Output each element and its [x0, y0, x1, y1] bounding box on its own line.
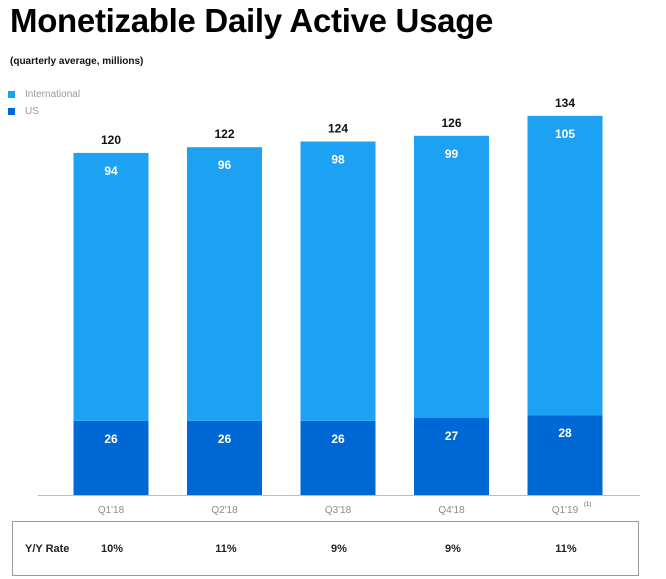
bar-international-segment	[73, 152, 149, 421]
data-label-us: 26	[218, 432, 232, 446]
data-label-total: 126	[441, 116, 461, 130]
page-title: Monetizable Daily Active Usage	[10, 2, 494, 39]
data-label-total: 122	[214, 127, 234, 141]
x-tick-label: Q1'18	[98, 505, 125, 516]
stacked-bar-chart: 26 94 120 Q1'18 26 96 122 Q2'18 26 98 124 Q3'18 27 99…	[38, 96, 640, 516]
yy-rate-value: 10%	[100, 543, 124, 555]
yy-rate-label: Y/Y Rate	[25, 543, 70, 555]
data-label-total: 120	[101, 133, 121, 147]
bar-us-segment	[527, 415, 603, 495]
data-label-international: 105	[555, 127, 575, 141]
x-tick-footnote: (1)	[584, 502, 591, 508]
yy-rate-value: 11%	[555, 543, 577, 555]
yy-rate-value: 9%	[331, 543, 347, 555]
data-label-total: 134	[555, 96, 575, 110]
legend-item-us: US	[8, 103, 80, 120]
data-label-us: 26	[104, 432, 118, 446]
legend-label-international: International	[25, 89, 81, 100]
data-label-international: 99	[445, 147, 459, 161]
chart-subtitle: (quarterly average, millions)	[10, 56, 144, 67]
bar-us-segment	[187, 420, 262, 495]
bar-us-segment	[300, 420, 376, 495]
legend-label-us: US	[25, 106, 39, 117]
data-label-us: 28	[558, 426, 572, 440]
legend-swatch-us	[8, 108, 15, 115]
bar-us-segment	[414, 418, 489, 495]
data-label-international: 98	[331, 153, 345, 167]
data-label-us: 26	[331, 432, 345, 446]
yy-rate-value: 11%	[215, 543, 237, 555]
bar-us-segment	[73, 420, 149, 495]
legend-swatch-international	[8, 91, 15, 98]
x-tick-label: Q4'18	[438, 505, 465, 516]
data-label-international: 96	[218, 158, 232, 172]
data-label-total: 124	[328, 122, 348, 136]
legend-item-international: International	[8, 86, 80, 103]
bar-international-segment	[300, 141, 376, 421]
bar-international-segment	[527, 115, 603, 416]
data-label-international: 94	[104, 164, 118, 178]
legend: International US	[8, 86, 80, 120]
x-tick-label: Q2'18	[211, 505, 238, 516]
yy-rate-value: 9%	[445, 543, 461, 555]
data-label-us: 27	[445, 429, 459, 443]
x-tick-label: Q3'18	[325, 505, 352, 516]
bar-international-segment	[187, 147, 262, 421]
yy-rate-table: Y/Y Rate 10% 11% 9% 9% 11%	[12, 521, 639, 576]
bar-international-segment	[414, 135, 489, 419]
x-tick-label: Q1'19	[552, 505, 579, 516]
